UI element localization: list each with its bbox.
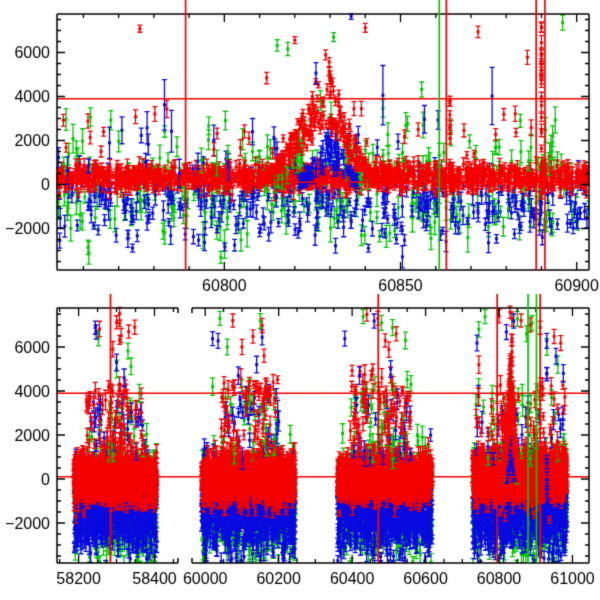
light-curve-figure — [0, 0, 600, 600]
light-curve-canvas — [0, 0, 600, 600]
